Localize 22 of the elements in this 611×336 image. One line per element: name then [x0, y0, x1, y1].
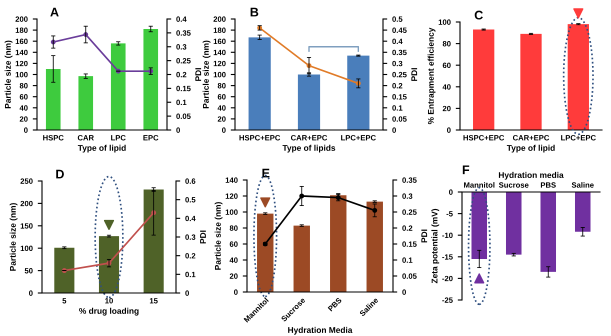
y2-axis-title: PDI [421, 230, 428, 242]
chart-title: F [462, 166, 470, 174]
chart-title: C [474, 10, 483, 20]
y-axis-title: % Entrapment efficiency [428, 28, 436, 124]
x-axis-title: Type of lipids [282, 144, 336, 153]
x-axis-title: Type of lipid [506, 144, 555, 153]
x-axis-title: Hydration Media [288, 326, 352, 335]
y-axis-title: Particle size (nm) [202, 40, 210, 108]
chart-title: A [50, 8, 59, 16]
y2-axis-title: PDI [411, 68, 418, 81]
y-axis-title: Particle size (nm) [4, 40, 12, 108]
y-axis-title: Particle size (nm) [214, 202, 222, 270]
y2-axis-title: PDI [195, 68, 202, 81]
chart-title: D [56, 170, 64, 178]
y-axis-title: Particle size (nm) [10, 203, 18, 271]
chart-title: B [250, 8, 258, 16]
x-axis-title: Hydration media [498, 172, 564, 180]
x-axis-title: % drug loading [79, 308, 139, 316]
x-axis-title: Type of lipid [78, 144, 126, 153]
y2-axis-title: PDI [200, 230, 206, 244]
chart-title: E [262, 168, 270, 178]
y-axis-title: Zeta potential (mV) [431, 208, 440, 284]
